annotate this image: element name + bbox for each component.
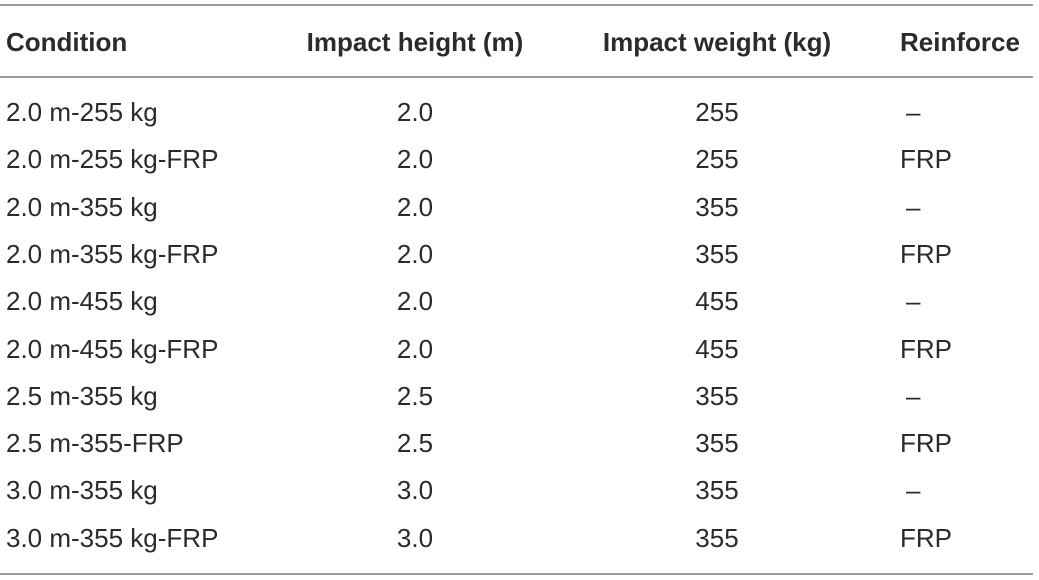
table-cell: FRP xyxy=(900,144,952,175)
table-cell: 355 xyxy=(695,428,739,459)
table-cell: 355 xyxy=(695,191,739,222)
table-cell: 2.0 xyxy=(396,333,434,364)
table-cell: FRP xyxy=(900,522,952,553)
table-cell: 3.0 xyxy=(396,522,434,553)
table-cell: 2.5 xyxy=(396,380,434,411)
table-cell: – xyxy=(906,97,921,127)
table-cell: – xyxy=(906,475,921,506)
table-cell: 455 xyxy=(695,333,739,364)
table-cell: 2.0 m-355 kg xyxy=(6,191,158,222)
header-cell: Impact height (m) xyxy=(306,27,524,57)
table-cell: 2.0 xyxy=(396,238,434,269)
table-cell: 2.0 xyxy=(396,144,434,175)
table-cell: 3.0 m-355 kg-FRP xyxy=(6,522,219,553)
header-cell: Condition xyxy=(6,27,128,57)
table-cell: FRP xyxy=(900,238,952,269)
table-cell: 2.0 xyxy=(396,191,434,222)
table-cell: 2.0 m-455 kg-FRP xyxy=(6,333,219,364)
table-cell: 355 xyxy=(695,522,739,553)
table-cell: FRP xyxy=(900,428,952,459)
table-cell: 255 xyxy=(695,144,739,175)
table-cell: 2.0 m-255 kg xyxy=(6,97,158,127)
table-cell: – xyxy=(906,191,921,222)
table-cell: 355 xyxy=(695,475,739,506)
table-cell: 2.0 xyxy=(396,97,434,127)
table-cell: 2.5 m-355 kg xyxy=(6,380,158,411)
table-cell: 255 xyxy=(695,97,739,127)
table-cell: 455 xyxy=(695,286,739,317)
top-rule xyxy=(0,4,1033,6)
table-cell: – xyxy=(906,286,921,317)
table-cell: 3.0 xyxy=(396,475,434,506)
table-cell: FRP xyxy=(900,333,952,364)
bottom-rule xyxy=(0,573,1033,575)
table-cell: 355 xyxy=(695,380,739,411)
header-cell: Impact weight (kg) xyxy=(602,27,832,57)
table-cell: 2.0 xyxy=(396,286,434,317)
table-cell: 2.0 m-255 kg-FRP xyxy=(6,144,219,175)
table-cell: 2.0 m-355 kg-FRP xyxy=(6,238,219,269)
header-cell: Reinforce xyxy=(900,27,1020,57)
table-cell: 2.0 m-455 kg xyxy=(6,286,158,317)
header-rule xyxy=(0,76,1033,78)
table-cell: 3.0 m-355 kg xyxy=(6,475,158,506)
table-cell: 2.5 xyxy=(396,428,434,459)
table-cell: 355 xyxy=(695,238,739,269)
table-cell: – xyxy=(906,380,921,411)
table-cell: 2.5 m-355-FRP xyxy=(6,428,184,459)
